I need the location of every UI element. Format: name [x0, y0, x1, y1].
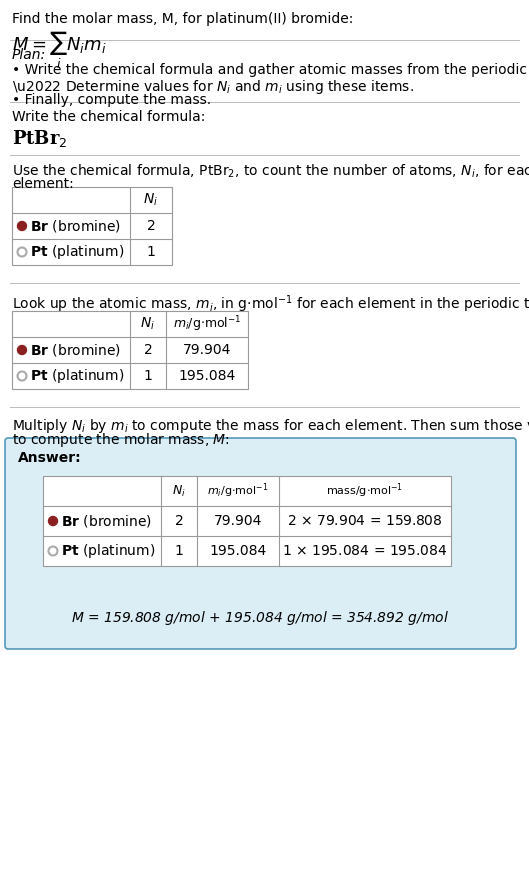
Text: mass/g$\cdot$mol$^{-1}$: mass/g$\cdot$mol$^{-1}$ — [326, 481, 404, 501]
Bar — [12, 311, 248, 389]
Circle shape — [17, 222, 26, 231]
Text: $\mathbf{Br}$ (bromine): $\mathbf{Br}$ (bromine) — [61, 513, 152, 529]
Text: • Finally, compute the mass.: • Finally, compute the mass. — [12, 93, 211, 107]
Text: Multiply $N_i$ by $m_i$ to compute the mass for each element. Then sum those val: Multiply $N_i$ by $m_i$ to compute the m… — [12, 417, 529, 435]
Text: $M = \sum_i N_i m_i$: $M = \sum_i N_i m_i$ — [12, 30, 106, 71]
Text: \u2022 Determine values for $N_i$ and $m_i$ using these items.: \u2022 Determine values for $N_i$ and $m… — [12, 78, 414, 96]
Text: Answer:: Answer: — [18, 451, 81, 465]
Text: $N_i$: $N_i$ — [141, 316, 156, 333]
Text: • Write the chemical formula and gather atomic masses from the periodic table.: • Write the chemical formula and gather … — [12, 63, 529, 77]
Text: Look up the atomic mass, $m_i$, in g$\cdot$mol$^{-1}$ for each element in the pe: Look up the atomic mass, $m_i$, in g$\cd… — [12, 293, 529, 315]
Text: $\mathbf{Pt}$ (platinum): $\mathbf{Pt}$ (platinum) — [30, 367, 124, 385]
Text: $\mathbf{Pt}$ (platinum): $\mathbf{Pt}$ (platinum) — [61, 542, 156, 560]
Text: 195.084: 195.084 — [178, 369, 235, 383]
Text: Use the chemical formula, PtBr$_2$, to count the number of atoms, $N_i$, for eac: Use the chemical formula, PtBr$_2$, to c… — [12, 163, 529, 180]
Circle shape — [49, 517, 58, 525]
Text: element:: element: — [12, 177, 74, 191]
Text: 1: 1 — [147, 245, 156, 259]
Text: 79.904: 79.904 — [183, 343, 231, 357]
Text: Write the chemical formula:: Write the chemical formula: — [12, 110, 205, 124]
Text: 1: 1 — [175, 544, 184, 558]
Bar — [12, 187, 172, 265]
Text: 2: 2 — [175, 514, 184, 528]
Text: 1: 1 — [143, 369, 152, 383]
Text: $M$ = 159.808 g/mol + 195.084 g/mol = 354.892 g/mol: $M$ = 159.808 g/mol + 195.084 g/mol = 35… — [71, 609, 450, 627]
Text: $N_i$: $N_i$ — [143, 192, 159, 209]
Text: Plan:: Plan: — [12, 48, 46, 62]
Text: $N_i$: $N_i$ — [172, 483, 186, 499]
Text: $\mathbf{Br}$ (bromine): $\mathbf{Br}$ (bromine) — [30, 218, 121, 234]
Text: 79.904: 79.904 — [214, 514, 262, 528]
Text: $\mathbf{Br}$ (bromine): $\mathbf{Br}$ (bromine) — [30, 342, 121, 358]
Text: PtBr$_2$: PtBr$_2$ — [12, 128, 68, 149]
Bar — [43, 476, 451, 566]
Text: 2: 2 — [144, 343, 152, 357]
Text: Find the molar mass, M, for platinum(II) bromide:: Find the molar mass, M, for platinum(II)… — [12, 12, 353, 26]
Text: 1 $\times$ 195.084 = 195.084: 1 $\times$ 195.084 = 195.084 — [282, 544, 448, 558]
Text: $\mathbf{Pt}$ (platinum): $\mathbf{Pt}$ (platinum) — [30, 243, 124, 261]
Text: 2 $\times$ 79.904 = 159.808: 2 $\times$ 79.904 = 159.808 — [287, 514, 443, 528]
Text: $m_i$/g$\cdot$mol$^{-1}$: $m_i$/g$\cdot$mol$^{-1}$ — [173, 314, 241, 334]
Text: to compute the molar mass, $M$:: to compute the molar mass, $M$: — [12, 431, 230, 449]
Text: 2: 2 — [147, 219, 156, 233]
Text: 195.084: 195.084 — [209, 544, 267, 558]
FancyBboxPatch shape — [5, 438, 516, 649]
Text: $m_i$/g$\cdot$mol$^{-1}$: $m_i$/g$\cdot$mol$^{-1}$ — [207, 481, 269, 501]
Circle shape — [17, 346, 26, 355]
